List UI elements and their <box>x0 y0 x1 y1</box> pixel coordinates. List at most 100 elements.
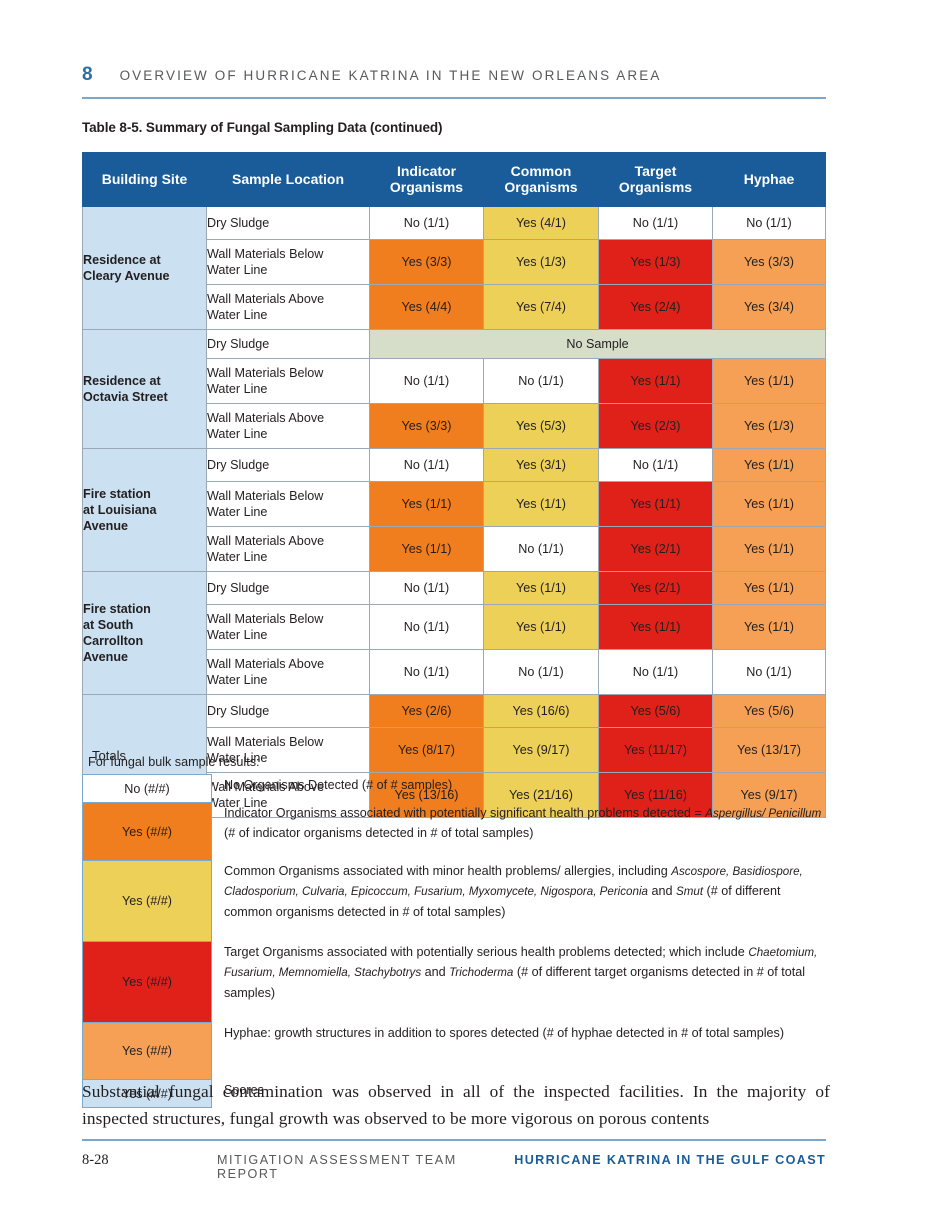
site-label-line2: Cleary Avenue <box>83 269 170 283</box>
location-line2: Water Line <box>207 263 268 277</box>
table-row: Wall Materials Below Water Line Yes (3/3… <box>83 239 826 285</box>
legend-desc-italic: Ascospore, Basidiospore, Cladosporium, C… <box>224 864 803 899</box>
cell-common: No (1/1) <box>483 526 599 572</box>
site-label-line1: Fire station <box>83 601 151 616</box>
location-cell-dry-sludge: Dry Sludge <box>206 448 370 482</box>
page-footer: 8-28 MITIGATION ASSESSMENT TEAM REPORT H… <box>82 1139 826 1181</box>
cell-target: Yes (1/1) <box>598 358 713 404</box>
cell-target: Yes (11/17) <box>598 727 713 773</box>
table-row: Fire station at South Carrollton Avenue … <box>82 571 826 695</box>
location-line2: Water Line <box>207 628 268 642</box>
legend-row-no-organisms: No (#/#) No Organisms Detected (# of # s… <box>82 774 827 803</box>
location-line1: Wall Materials Below <box>207 611 324 626</box>
location-line1: Wall Materials Above <box>207 291 325 306</box>
page-running-head: 8 OVERVIEW OF HURRICANE KATRINA IN THE N… <box>82 64 826 99</box>
site-label-line3: Avenue <box>83 519 129 534</box>
legend-desc-text: (# of different target organisms detecte… <box>224 965 806 1001</box>
cell-common: Yes (5/3) <box>483 403 599 449</box>
location-cell-below-water-line: Wall Materials Below Water Line <box>206 604 370 650</box>
cell-target: Yes (2/3) <box>598 403 713 449</box>
cell-hyphae: Yes (1/1) <box>712 526 826 572</box>
legend-container: No (#/#) No Organisms Detected (# of # s… <box>82 774 827 1108</box>
legend-desc-text: and <box>421 965 450 980</box>
legend-desc-text: (# of indicator organisms detected in # … <box>224 826 534 841</box>
cell-common: Yes (4/1) <box>483 206 599 240</box>
legend-desc-italic: Chaetomium, Fusarium, Memnomiella, Stach… <box>224 945 818 980</box>
cell-common: No (1/1) <box>483 358 599 404</box>
cell-hyphae: Yes (5/6) <box>712 694 826 728</box>
location-cell-dry-sludge: Dry Sludge <box>206 694 370 728</box>
table-row: Wall Materials Above Water Line Yes (13/… <box>83 772 826 818</box>
table-body: Residence at Cleary Avenue Dry Sludge No… <box>82 206 826 818</box>
cell-indicator: Yes (3/3) <box>369 403 484 449</box>
cell-indicator: Yes (1/1) <box>369 481 484 527</box>
legend-row-indicator: Yes (#/#) Indicator Organisms associated… <box>82 802 827 861</box>
cell-indicator: Yes (4/4) <box>369 284 484 330</box>
legend-desc-hyphae: Hyphae: growth structures in addition to… <box>224 1025 785 1040</box>
fungal-sampling-table-container: Building Site Sample Location Indicator … <box>82 152 826 818</box>
location-cell-below-water-line: Wall Materials Below Water Line <box>206 481 370 527</box>
legend-desc-text: (# of different common organisms detecte… <box>224 884 781 920</box>
cell-indicator: Yes (13/16) <box>369 772 484 818</box>
table-row: Residence at Octavia Street Dry Sludge N… <box>82 329 826 449</box>
table-row: Wall Materials Above Water Line Yes (3/3… <box>83 403 826 449</box>
cell-indicator: No (1/1) <box>369 571 484 605</box>
legend-table: No (#/#) No Organisms Detected (# of # s… <box>82 774 827 1108</box>
table-row: Residence at Cleary Avenue Dry Sludge No… <box>82 206 826 330</box>
site-cell-louisiana: Fire station at Louisiana Avenue <box>82 448 207 572</box>
cell-target: Yes (1/1) <box>598 481 713 527</box>
site-cell-octavia: Residence at Octavia Street <box>82 329 207 449</box>
legend-intro: For fungal bulk sample results: <box>88 755 260 769</box>
cell-indicator: Yes (3/3) <box>369 239 484 285</box>
cell-hyphae: Yes (1/1) <box>712 604 826 650</box>
legend-desc-text: and <box>647 884 676 899</box>
legend-desc-text: Target Organisms associated with potenti… <box>224 944 749 959</box>
legend-swatch-no-organisms: No (#/#) <box>82 774 212 803</box>
location-line2: Water Line <box>207 673 268 687</box>
cell-indicator: Yes (1/1) <box>369 526 484 572</box>
cell-target: No (1/1) <box>598 206 713 240</box>
cell-common: Yes (1/1) <box>483 571 599 605</box>
table-row: Fire station at Louisiana Avenue Dry Slu… <box>82 448 826 572</box>
cell-common: No (1/1) <box>483 649 599 695</box>
footer-page-number: 8-28 <box>82 1152 109 1168</box>
legend-desc-italic: Smut <box>676 885 704 899</box>
legend-row-target: Yes (#/#) Target Organisms associated wi… <box>82 941 827 1023</box>
cell-hyphae: Yes (1/1) <box>712 358 826 404</box>
location-line1: Wall Materials Above <box>207 410 325 425</box>
cell-hyphae: Yes (3/4) <box>712 284 826 330</box>
cell-indicator: No (1/1) <box>369 206 484 240</box>
cell-indicator: Yes (2/6) <box>369 694 484 728</box>
location-cell-dry-sludge: Dry Sludge <box>206 329 370 359</box>
col-header-indicator-line2: Organisms <box>389 178 464 195</box>
legend-desc-spores: Spores <box>224 1082 264 1097</box>
location-cell-below-water-line: Wall Materials Below Water Line <box>206 358 370 404</box>
cell-target: No (1/1) <box>598 649 713 695</box>
location-line2: Water Line <box>207 751 268 765</box>
site-label-line1: Residence at <box>83 373 161 388</box>
legend-desc-target: Target Organisms associated with potenti… <box>212 942 827 1023</box>
cell-target: No (1/1) <box>598 448 713 482</box>
location-cell-below-water-line: Wall Materials Below Water Line <box>206 727 370 773</box>
col-header-sample-location: Sample Location <box>206 152 370 207</box>
cell-target: Yes (1/3) <box>598 239 713 285</box>
legend-desc-indicator: Indicator Organisms associated with pote… <box>212 803 827 861</box>
col-header-common-line2: Organisms <box>504 178 578 195</box>
site-label-line2: at Louisiana <box>83 502 157 517</box>
location-line2: Water Line <box>207 308 268 322</box>
cell-common: Yes (3/1) <box>483 448 599 482</box>
footer-publication-title: HURRICANE KATRINA IN THE GULF COAST <box>514 1153 826 1167</box>
cell-hyphae: No (1/1) <box>712 649 826 695</box>
col-header-common-organisms: Common Organisms <box>483 152 599 207</box>
site-label-line1: Fire station <box>83 486 151 501</box>
col-header-common-line1: Common <box>510 162 572 179</box>
location-line1: Wall Materials Below <box>207 246 324 261</box>
col-header-target-line1: Target <box>634 162 677 179</box>
location-cell-above-water-line: Wall Materials Above Water Line <box>206 403 370 449</box>
location-line1: Wall Materials Below <box>207 365 324 380</box>
table-row: Wall Materials Below Water Line No (1/1)… <box>83 604 826 650</box>
table-header-row: Building Site Sample Location Indicator … <box>82 152 826 207</box>
legend-row-common: Yes (#/#) Common Organisms associated wi… <box>82 860 827 942</box>
cell-common: Yes (1/1) <box>483 481 599 527</box>
cell-common: Yes (7/4) <box>483 284 599 330</box>
